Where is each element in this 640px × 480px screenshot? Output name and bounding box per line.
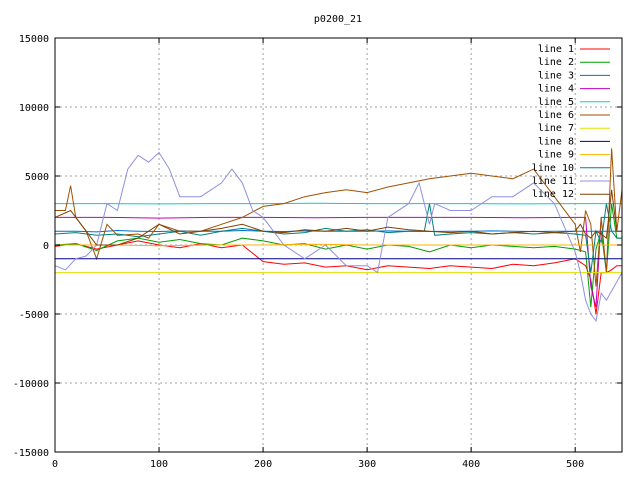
y-tick-label: 10000 (19, 103, 49, 114)
legend-label: line 4 (538, 84, 574, 95)
y-tick-label: -15000 (13, 448, 49, 459)
series-line-4 (55, 216, 622, 308)
x-tick-label: 500 (566, 459, 584, 470)
legend-label: line 2 (538, 57, 574, 68)
x-tick-label: 0 (52, 459, 58, 470)
series-line-6 (55, 148, 623, 287)
y-tick-label: -10000 (13, 379, 49, 390)
x-tick-label: 300 (358, 459, 376, 470)
axis-ticks: -15000 -10000 -5000 0 5000 10000 15000 0 100 200 3… (13, 34, 622, 470)
y-tick-label: 5000 (25, 172, 49, 183)
legend-label: line 9 (538, 150, 574, 161)
legend-label: line 7 (538, 123, 574, 134)
legend-label: line 5 (538, 97, 574, 108)
x-tick-label: 200 (254, 459, 272, 470)
series-layer (54, 148, 623, 323)
legend-label: line 11 (532, 176, 574, 187)
series-line-11 (54, 151, 623, 323)
y-tick-label: 15000 (19, 34, 49, 45)
legend-label: line 12 (532, 189, 574, 200)
series-line-12 (54, 189, 622, 246)
legend-label: line 10 (532, 163, 574, 174)
legend-label: line 1 (538, 44, 574, 55)
y-tick-label: 0 (43, 241, 49, 252)
legend-label: line 3 (538, 70, 574, 81)
y-tick-label: -5000 (19, 310, 49, 321)
chart-title: p0200_21 (314, 14, 362, 25)
legend: line 1 line 2 line 3 line 4 line 5 line 6 line… (532, 44, 610, 200)
series-line-9 (55, 243, 622, 247)
series-line-10 (54, 203, 622, 273)
series-line-3 (55, 229, 622, 233)
legend-label: line 6 (538, 110, 574, 121)
series-line-2 (54, 203, 622, 308)
series-line-5 (55, 202, 622, 205)
legend-label: line 8 (538, 136, 574, 147)
x-tick-label: 100 (150, 459, 168, 470)
x-tick-label: 400 (462, 459, 480, 470)
